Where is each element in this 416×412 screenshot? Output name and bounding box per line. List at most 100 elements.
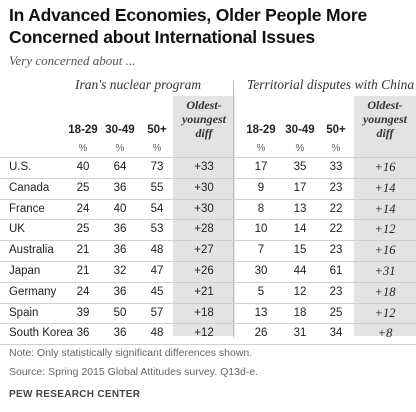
- value-cell: 31: [293, 327, 307, 340]
- row-divider: [0, 281, 416, 283]
- row-divider: [0, 240, 416, 242]
- diff-panel-iran: [173, 96, 235, 336]
- country-label: South Korea: [9, 327, 73, 340]
- value-cell: 15: [293, 244, 307, 257]
- row-divider: [0, 177, 416, 179]
- value-cell: 21: [76, 244, 90, 257]
- value-cell: 23: [329, 181, 343, 194]
- value-cell: 25: [76, 223, 90, 236]
- value-cell: 40: [113, 202, 127, 215]
- country-label: Australia: [9, 244, 54, 257]
- value-cell: 45: [150, 285, 164, 298]
- value-cell: 23: [329, 244, 343, 257]
- diff-cell: +18: [194, 306, 214, 319]
- column-header: 30-49: [285, 124, 315, 136]
- value-cell: 22: [329, 202, 343, 215]
- diff-cell: +30: [194, 202, 214, 215]
- column-header: 18-29: [68, 124, 98, 136]
- country-label: Canada: [9, 181, 50, 194]
- diff-header-iran: Oldest-youngest diff: [181, 98, 226, 140]
- country-label: Japan: [9, 265, 41, 277]
- group-header-china: Territorial disputes with China: [247, 77, 415, 92]
- value-cell: 8: [257, 202, 265, 215]
- value-cell: 32: [113, 265, 127, 277]
- diff-cell: +27: [194, 244, 214, 257]
- row-divider: [0, 261, 416, 262]
- row-divider: [0, 302, 416, 304]
- diff-cell: +14: [374, 201, 396, 216]
- value-cell: 14: [293, 223, 307, 236]
- value-cell: 17: [293, 181, 307, 194]
- diff-cell: +8: [377, 326, 393, 341]
- note-text: Note: Only statistically significant dif…: [9, 347, 253, 359]
- unit-label: %: [295, 143, 305, 154]
- value-cell: 33: [329, 161, 343, 173]
- column-header: 30-49: [105, 124, 135, 136]
- value-cell: 50: [113, 306, 127, 319]
- value-cell: 57: [150, 306, 164, 319]
- diff-cell: +28: [194, 223, 214, 236]
- value-cell: 36: [76, 327, 90, 340]
- value-cell: 64: [113, 161, 127, 173]
- value-cell: 23: [329, 285, 343, 298]
- diff-cell: +12: [374, 222, 396, 237]
- value-cell: 36: [113, 181, 127, 194]
- country-label: Spain: [9, 306, 39, 319]
- diff-cell: +18: [374, 284, 396, 299]
- chart-subtitle: Very concerned about ...: [9, 53, 136, 68]
- value-cell: 36: [113, 285, 127, 298]
- diff-header-china: Oldest-youngest diff: [362, 98, 407, 140]
- unit-label: %: [78, 143, 88, 154]
- value-cell: 36: [113, 327, 127, 340]
- source-text: Source: Spring 2015 Global Attitudes sur…: [9, 366, 259, 378]
- value-cell: 34: [329, 327, 343, 340]
- country-label: U.S.: [9, 161, 32, 173]
- value-cell: 24: [76, 285, 90, 298]
- country-label: Germany: [9, 285, 57, 298]
- value-cell: 17: [254, 161, 268, 173]
- table-row: France 24 40 54 +30 8 13 22 +14: [0, 199, 416, 220]
- chart-title: In Advanced Economies, Older People More…: [9, 5, 367, 47]
- group-header-iran: Iran's nuclear program: [75, 77, 202, 92]
- diff-cell: +14: [374, 180, 396, 195]
- value-cell: 24: [76, 202, 90, 215]
- value-cell: 25: [76, 181, 90, 194]
- unit-label: %: [115, 143, 125, 154]
- column-header: 50+: [326, 124, 346, 136]
- diff-cell: +16: [374, 243, 396, 258]
- value-cell: 48: [150, 327, 164, 340]
- row-divider: [0, 198, 416, 200]
- value-cell: 44: [293, 265, 307, 277]
- unit-label: %: [152, 143, 162, 154]
- group-separator: [233, 81, 234, 338]
- value-cell: 54: [150, 202, 164, 215]
- table-row: Japan 21 32 47 +26 30 44 61 +31: [0, 261, 416, 282]
- value-cell: 22: [329, 223, 343, 236]
- value-cell: 73: [150, 161, 164, 173]
- table-row: UK 25 36 53 +28 10 14 22 +12: [0, 219, 416, 240]
- table-row: Australia 21 36 48 +27 7 15 23 +16: [0, 240, 416, 261]
- table-row: Canada 25 36 55 +30 9 17 23 +14: [0, 178, 416, 199]
- diff-cell: +12: [194, 327, 214, 340]
- value-cell: 40: [76, 161, 90, 173]
- table-row: Germany 24 36 45 +21 5 12 23 +18: [0, 282, 416, 303]
- value-cell: 53: [150, 223, 164, 236]
- value-cell: 10: [254, 223, 268, 236]
- value-cell: 18: [293, 306, 307, 319]
- value-cell: 39: [76, 306, 90, 319]
- column-header: 18-29: [246, 124, 276, 136]
- row-divider: [0, 323, 416, 325]
- diff-cell: +31: [374, 264, 396, 278]
- value-cell: 61: [329, 265, 343, 277]
- value-cell: 7: [257, 244, 265, 257]
- value-cell: 47: [150, 265, 164, 277]
- country-label: France: [9, 202, 45, 215]
- value-cell: 13: [293, 202, 307, 215]
- diff-cell: +33: [194, 161, 214, 173]
- value-cell: 26: [254, 327, 268, 340]
- value-cell: 13: [254, 306, 268, 319]
- unit-label: %: [331, 143, 341, 154]
- diff-cell: +12: [374, 305, 396, 320]
- diff-cell: +16: [374, 160, 396, 174]
- row-divider: [0, 219, 416, 221]
